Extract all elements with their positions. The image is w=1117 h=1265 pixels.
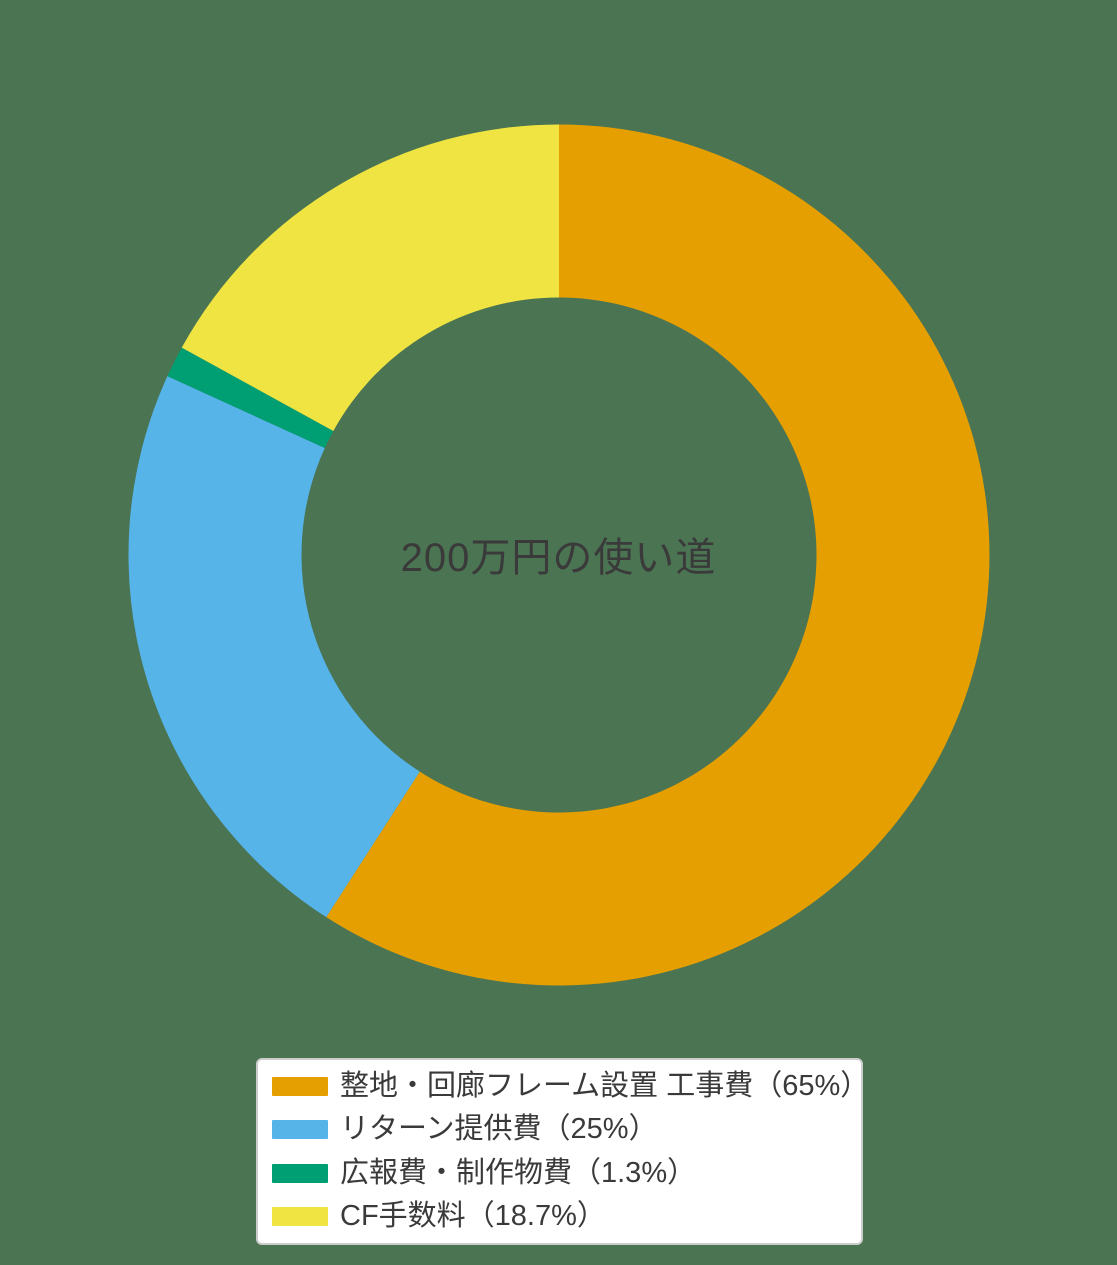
legend-swatch	[272, 1206, 328, 1226]
legend-label: CF手数料（18.7%）	[340, 1199, 606, 1232]
legend-label: 広報費・制作物費（1.3%）	[340, 1156, 697, 1189]
legend-item: CF手数料（18.7%）	[258, 1199, 861, 1232]
legend-label: 整地・回廊フレーム設置 工事費（65%）	[340, 1070, 870, 1102]
pie-slice-2	[167, 347, 334, 449]
legend-swatch	[272, 1163, 328, 1183]
pie-slice-1	[128, 376, 420, 918]
pie-slice-0	[326, 124, 990, 986]
legend-swatch	[272, 1120, 328, 1140]
chart-center-title: 200万円の使い道	[400, 536, 717, 580]
legend-item: 広報費・制作物費（1.3%）	[258, 1156, 861, 1189]
legend-item: リターン提供費（25%）	[258, 1114, 861, 1145]
legend-label: リターン提供費（25%）	[340, 1113, 658, 1146]
chart-legend: 整地・回廊フレーム設置 工事費（65%） リターン提供費（25%） 広報費・制作…	[256, 1058, 869, 1245]
legend-item: 整地・回廊フレーム設置 工事費（65%）	[258, 1071, 869, 1102]
pie-slice-3	[181, 124, 559, 431]
legend-swatch	[272, 1077, 328, 1096]
